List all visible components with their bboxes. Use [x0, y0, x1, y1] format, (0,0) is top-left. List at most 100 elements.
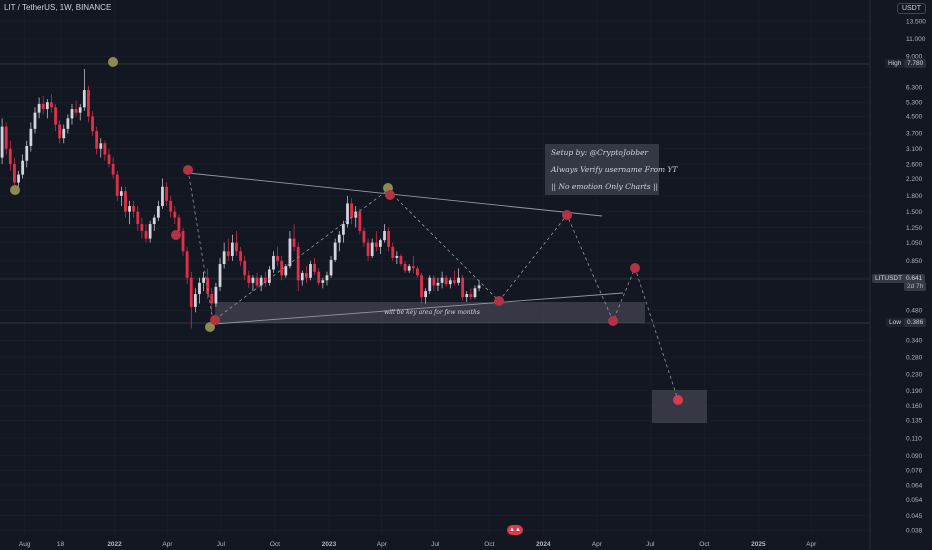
candle: [477, 280, 481, 292]
candle-body: [181, 231, 185, 252]
candle: [235, 231, 238, 256]
candle: [8, 140, 12, 171]
candle-body: [428, 277, 432, 292]
candle-body: [337, 234, 341, 243]
candle: [41, 95, 45, 115]
price-tick-label: 5.300: [906, 100, 923, 107]
candle: [161, 178, 164, 209]
candle-body: [465, 294, 469, 298]
candle-body: [189, 277, 193, 307]
candle: [181, 227, 185, 256]
time-tick-label: Apr: [377, 541, 388, 548]
candle: [140, 217, 144, 239]
candle-body: [243, 260, 247, 276]
price-tick-label: 1.050: [906, 240, 923, 247]
pivot-marker: [673, 395, 683, 405]
candle-body: [62, 128, 66, 139]
candle: [198, 277, 201, 304]
candle: [251, 275, 255, 292]
pivot-marker: [210, 315, 220, 325]
time-tick-label: Aug: [19, 541, 31, 548]
candle-body: [8, 148, 12, 164]
symbol-price-label: LITUSDT: [872, 274, 906, 283]
candle-body: [45, 102, 49, 110]
candle-body: [276, 255, 279, 261]
candle: [416, 266, 419, 278]
time-tick-label: 2024: [536, 541, 551, 548]
candle: [276, 246, 279, 267]
candle-body: [173, 211, 177, 218]
candle-body: [226, 251, 230, 256]
time-tick-label: Apr: [806, 541, 817, 548]
price-tick-label: 0.340: [906, 338, 923, 345]
candle: [325, 271, 329, 286]
candle: [189, 271, 193, 329]
candle-body: [457, 277, 460, 283]
pivot-marker: [608, 316, 618, 326]
triangle-lower-trendline: [213, 292, 624, 325]
time-tick-label: Oct: [484, 541, 494, 548]
price-tick-label: 3.100: [906, 146, 923, 153]
candle: [358, 208, 362, 235]
candle: [263, 271, 267, 287]
price-tick-label: 6.300: [906, 85, 923, 92]
candle-body: [395, 255, 399, 258]
candle: [37, 97, 41, 119]
candle: [399, 254, 403, 267]
candle-body: [346, 203, 349, 225]
low-price-tag: 0.386: [904, 318, 927, 327]
candle: [66, 114, 70, 134]
candle-body: [230, 242, 234, 256]
price-tick-label: 4.500: [906, 114, 923, 121]
candle-body: [91, 116, 94, 132]
time-tick-label: Oct: [699, 541, 709, 548]
candle: [469, 288, 473, 301]
candle-body: [144, 231, 148, 239]
price-tick-label: 9.000: [906, 54, 923, 61]
candle-body: [50, 102, 53, 108]
candle-body: [107, 154, 111, 164]
candle-body: [416, 268, 419, 276]
candle: [218, 257, 222, 292]
setup-note: Setup by: @CryptoJobber Always Verify us…: [545, 144, 678, 195]
symbol-title: LIT / TetherUS, 1W, BINANCE: [4, 3, 112, 12]
candle: [95, 126, 99, 155]
time-axis[interactable]: Aug 18 2022 Apr Jul Oct 2023 Apr Jul Oct 2024 Apr Ju…: [19, 541, 817, 548]
candle: [329, 255, 333, 278]
candle: [87, 85, 90, 123]
candle: [115, 170, 119, 201]
note-line: Always Verify username From YT: [551, 165, 678, 174]
candle: [70, 103, 74, 125]
candle: [107, 148, 111, 168]
candle-body: [66, 118, 70, 129]
key-support-zone: [215, 302, 645, 323]
candle: [387, 227, 391, 252]
candle-body: [477, 285, 481, 289]
candle-body: [95, 131, 99, 149]
candle-body: [329, 259, 333, 276]
time-tick-label: Jul: [431, 541, 440, 548]
currency-button[interactable]: USDT: [896, 3, 926, 14]
candle: [383, 224, 386, 243]
candle: [284, 264, 288, 278]
candle: [128, 200, 131, 225]
candle-body: [366, 242, 370, 256]
price-tick-label: 0.054: [906, 497, 923, 504]
candle: [226, 238, 230, 261]
candle-body: [374, 242, 378, 247]
candle: [165, 182, 168, 207]
candle: [4, 122, 8, 155]
candle: [222, 242, 226, 269]
candle: [280, 255, 284, 281]
candle-body: [210, 294, 214, 304]
candle-body: [13, 163, 16, 183]
candle-body: [148, 224, 152, 239]
candle-body: [444, 277, 448, 285]
candle: [407, 264, 411, 273]
candle: [152, 214, 156, 232]
pivot-marker: [205, 322, 215, 332]
candle-body: [169, 200, 173, 212]
candle: [148, 220, 152, 243]
wave-path-projection: [498, 214, 679, 401]
